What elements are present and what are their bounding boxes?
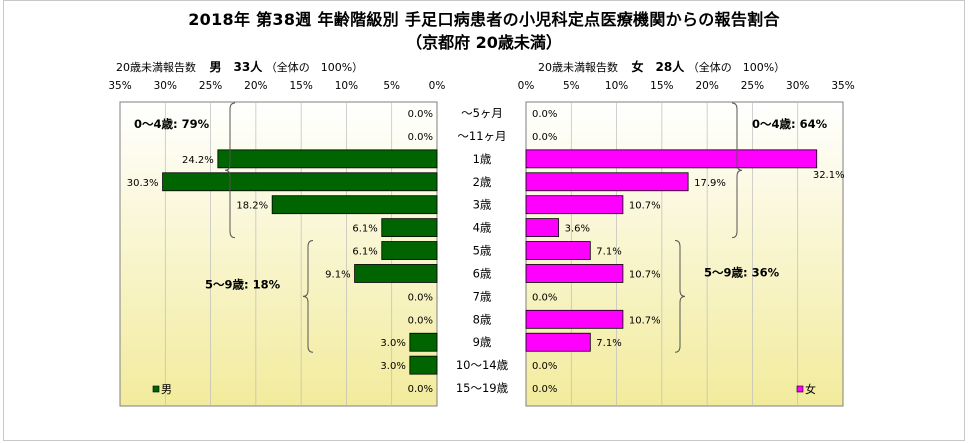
male-bar-label: 9.1% xyxy=(325,269,350,280)
female-bar xyxy=(525,172,689,192)
female-bar-label: 0.0% xyxy=(532,361,557,372)
male-bar-label: 0.0% xyxy=(408,315,433,326)
male-bar-label: 0.0% xyxy=(408,132,433,143)
male-bar-label: 24.2% xyxy=(182,155,214,166)
female-legend-swatch xyxy=(796,385,804,393)
male-bar-label: 3.0% xyxy=(380,361,405,372)
female-bar-label: 7.1% xyxy=(596,247,621,258)
male-bar xyxy=(271,195,438,215)
female-bar xyxy=(525,218,560,238)
female-x-tick: 10% xyxy=(605,80,628,92)
female-bar xyxy=(525,241,591,260)
male-x-tick: 20% xyxy=(244,80,267,92)
male-x-tick: 30% xyxy=(154,80,177,92)
female-header: 20歳未満報告数 女 28人 （全体の 100%） xyxy=(538,58,785,75)
male-x-tick: 35% xyxy=(108,80,131,92)
female-header-suffix: （全体の 100%） xyxy=(687,61,786,74)
category-label: 2歳 xyxy=(473,175,492,189)
female-bar-label: 10.7% xyxy=(629,201,661,212)
female-bar xyxy=(525,149,818,169)
female-x-tick: 25% xyxy=(741,80,764,92)
female-bar-label: 3.6% xyxy=(565,224,590,235)
male-bar-label: 0.0% xyxy=(408,109,433,120)
female-brace-0-4 xyxy=(731,102,743,239)
category-label: 6歳 xyxy=(473,266,492,280)
male-bar xyxy=(162,172,438,192)
female-bar-label: 0.0% xyxy=(532,132,557,143)
male-legend-swatch xyxy=(152,385,160,393)
male-count: 男 33人 xyxy=(209,60,263,74)
male-bar-label: 18.2% xyxy=(236,201,268,212)
category-label: 4歳 xyxy=(473,221,492,235)
female-bar-label: 0.0% xyxy=(532,292,557,303)
female-bar xyxy=(525,264,624,283)
category-label: 〜5ヶ月 xyxy=(461,106,503,120)
female-x-tick: 5% xyxy=(563,80,580,92)
category-label: 9歳 xyxy=(473,335,492,349)
male-brace-5-9 xyxy=(302,240,314,353)
category-label: 15〜19歳 xyxy=(456,381,509,395)
male-bar xyxy=(409,355,438,375)
female-legend-label: 女 xyxy=(805,382,816,396)
female-bar-label: 17.9% xyxy=(694,178,726,189)
female-bar xyxy=(525,332,591,352)
chart-frame xyxy=(3,0,965,441)
male-header: 20歳未満報告数 男 33人 （全体の 100%） xyxy=(116,58,363,75)
category-label: 1歳 xyxy=(473,152,492,166)
female-x-tick: 0% xyxy=(518,80,535,92)
male-bar-label: 3.0% xyxy=(380,338,405,349)
male-brace-0-4 xyxy=(224,102,236,239)
male-bar-label: 6.1% xyxy=(352,224,377,235)
category-label: 5歳 xyxy=(473,244,492,258)
male-bar xyxy=(381,218,438,238)
category-label: 10〜14歳 xyxy=(456,358,509,372)
female-bar xyxy=(525,195,624,215)
male-x-tick: 25% xyxy=(199,80,222,92)
female-bar-label: 0.0% xyxy=(532,384,557,395)
female-annotation-0-4: 0〜4歳: 64% xyxy=(752,117,828,131)
category-label: 8歳 xyxy=(473,312,492,326)
male-x-tick: 5% xyxy=(383,80,400,92)
category-label: 3歳 xyxy=(473,198,492,212)
female-annotation-5-9: 5〜9歳: 36% xyxy=(704,265,780,279)
male-annotation-0-4: 0〜4歳: 79% xyxy=(134,117,210,131)
category-label: 7歳 xyxy=(473,289,492,303)
male-x-tick: 15% xyxy=(289,80,312,92)
male-bar xyxy=(381,241,438,260)
female-bar-label: 7.1% xyxy=(596,338,621,349)
female-bar-label: 32.1% xyxy=(813,170,845,181)
chart-title: 2018年 第38週 年齢階級別 手足口病患者の小児科定点医療機関からの報告割合 xyxy=(188,10,780,29)
female-bar-label: 0.0% xyxy=(532,109,557,120)
male-header-prefix: 20歳未満報告数 xyxy=(116,61,196,74)
male-x-tick: 10% xyxy=(335,80,358,92)
male-bar xyxy=(409,332,438,352)
female-brace-5-9 xyxy=(674,240,686,353)
female-x-tick: 30% xyxy=(786,80,809,92)
male-bar xyxy=(217,149,438,169)
male-annotation-5-9: 5〜9歳: 18% xyxy=(205,277,281,291)
male-bar-label: 6.1% xyxy=(352,247,377,258)
male-bar-label: 0.0% xyxy=(408,292,433,303)
female-x-tick: 20% xyxy=(695,80,718,92)
male-bar-label: 30.3% xyxy=(127,178,159,189)
female-header-prefix: 20歳未満報告数 xyxy=(538,61,618,74)
male-x-tick: 0% xyxy=(429,80,446,92)
male-bar-label: 0.0% xyxy=(408,384,433,395)
category-label: 〜11ヶ月 xyxy=(457,129,506,143)
female-bar xyxy=(525,309,624,329)
male-header-suffix: （全体の 100%） xyxy=(265,61,364,74)
female-x-tick: 15% xyxy=(650,80,673,92)
male-legend-label: 男 xyxy=(161,383,172,396)
female-x-tick: 35% xyxy=(831,80,854,92)
female-count: 女 28人 xyxy=(631,60,685,74)
female-bar-label: 10.7% xyxy=(629,315,661,326)
chart-subtitle: （京都府 20歳未満） xyxy=(406,33,562,52)
male-bar xyxy=(354,264,438,283)
female-bar-label: 10.7% xyxy=(629,269,661,280)
